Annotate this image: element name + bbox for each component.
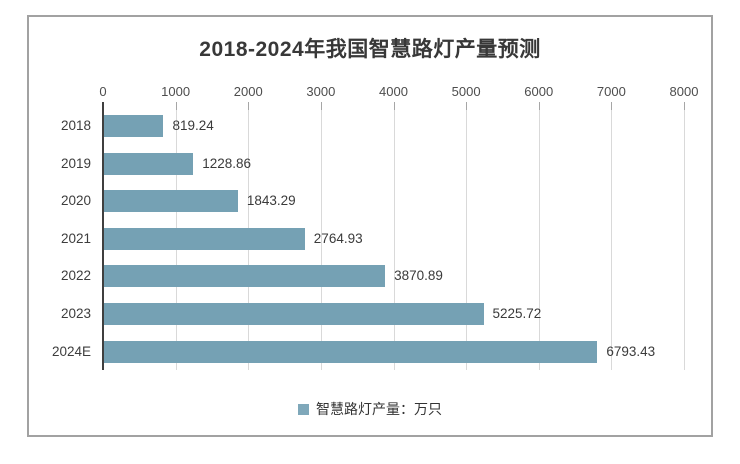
x-axis-tick: [466, 102, 468, 110]
value-label: 819.24: [172, 118, 214, 133]
x-axis-tick-label: 3000: [306, 84, 336, 99]
chart-canvas: 0 1000 2000 3000 4000 5000 6000 7000 8000 2018 819…: [29, 17, 711, 435]
category-label: 2019: [60, 155, 91, 171]
x-axis-tick: [538, 102, 540, 110]
bar-2023: [104, 303, 484, 325]
y-axis-line: [102, 102, 104, 370]
bar-2024E: [104, 340, 598, 363]
x-axis-tick-label: 7000: [596, 84, 626, 99]
value-label: 1843.29: [246, 193, 296, 209]
chart-title: 2018-2024年我国智慧路灯产量预测: [199, 38, 541, 61]
category-label: 2024E: [51, 343, 91, 359]
gridline: [393, 102, 395, 370]
legend: 智慧路灯产量：万只: [29, 399, 711, 419]
bar-2018: [104, 115, 164, 137]
x-axis-tick: [684, 102, 685, 110]
x-axis-tick-label: 6000: [524, 84, 554, 99]
x-axis-tick: [393, 102, 395, 110]
category-label: 2023: [60, 306, 91, 321]
bar-2020: [104, 190, 238, 213]
value-label: 5225.72: [492, 306, 542, 321]
gridline: [320, 102, 322, 370]
legend-marker-icon: [298, 403, 309, 415]
x-axis-tick: [248, 102, 250, 110]
gridline: [611, 102, 613, 370]
bar-2022: [104, 265, 386, 288]
gridline: [538, 102, 540, 370]
category-label: 2018: [60, 118, 91, 133]
legend-label: 智慧路灯产量：万只: [316, 401, 442, 417]
category-label: 2021: [60, 230, 91, 246]
x-axis-tick-label: 2000: [233, 84, 263, 99]
x-axis-tick-label: 0: [99, 84, 107, 99]
category-label: 2020: [60, 193, 91, 209]
value-label: 3870.89: [394, 268, 443, 284]
bar-2021: [104, 227, 305, 250]
x-axis-tick-label: 5000: [451, 84, 481, 99]
x-axis-tick: [320, 102, 322, 110]
x-axis-tick: [611, 102, 613, 110]
chart-frame: 2018-2024年我国智慧路灯产量预测 0 1000 2000 3000 4000 50…: [27, 15, 713, 437]
gridline: [684, 102, 685, 370]
x-axis-tick-label: 8000: [669, 84, 699, 99]
x-axis-tick-label: 4000: [379, 84, 408, 99]
category-label: 2022: [60, 268, 91, 284]
x-axis-tick: [175, 102, 177, 110]
value-label: 1228.86: [202, 155, 252, 171]
x-axis-tick-label: 1000: [161, 84, 191, 99]
value-label: 2764.93: [313, 230, 363, 246]
value-label: 6793.43: [606, 343, 656, 359]
bar-2019: [104, 152, 194, 175]
gridline: [466, 102, 468, 370]
